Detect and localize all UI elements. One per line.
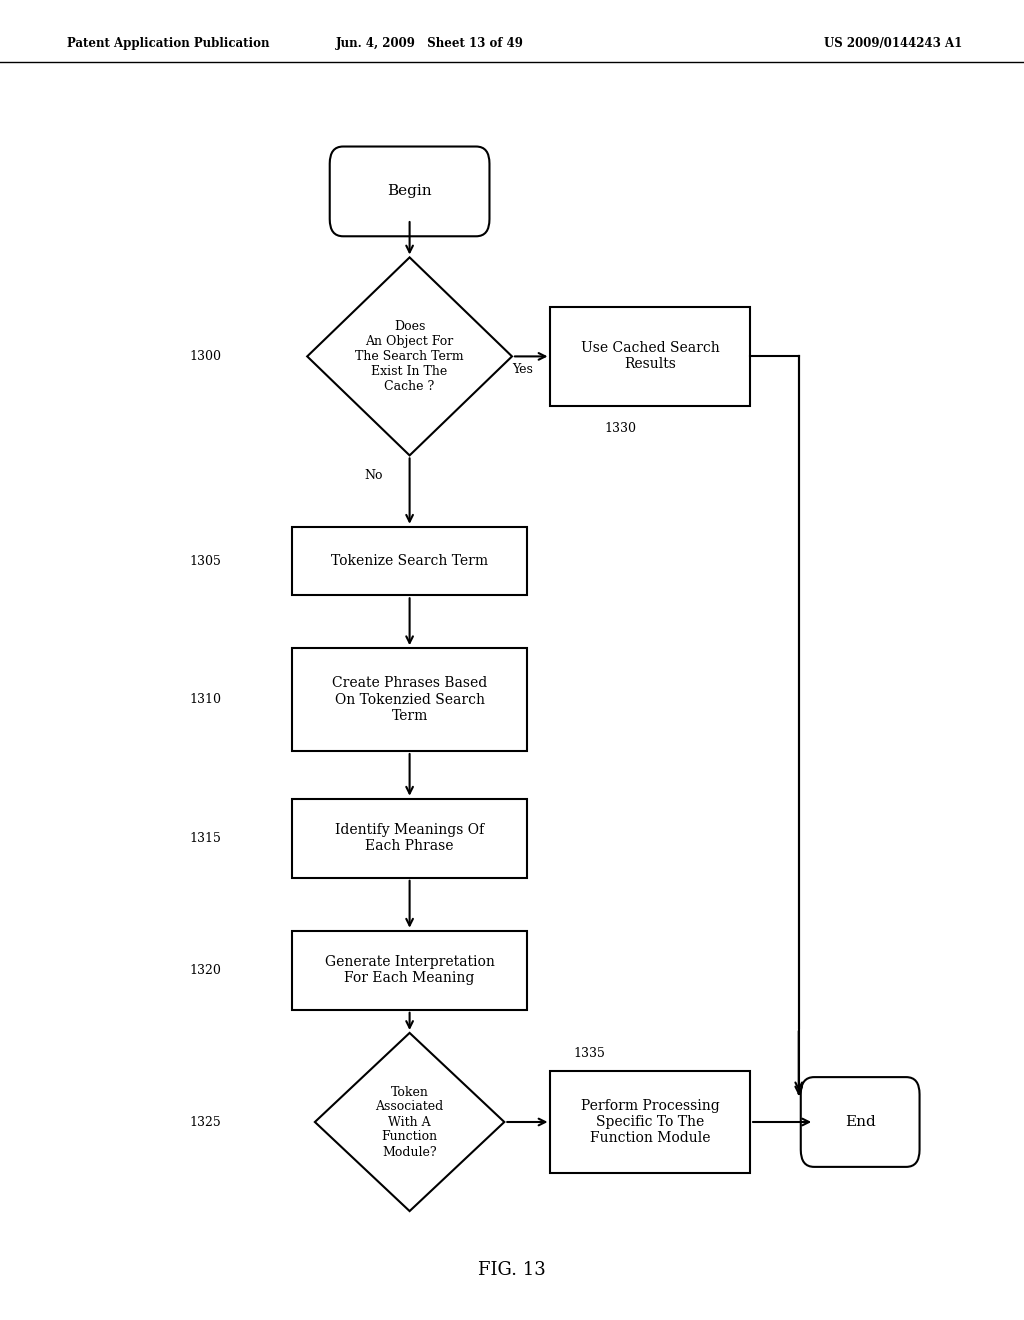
Text: Generate Interpretation
For Each Meaning: Generate Interpretation For Each Meaning: [325, 956, 495, 985]
Bar: [292, 527, 527, 595]
Text: Jun. 4, 2009   Sheet 13 of 49: Jun. 4, 2009 Sheet 13 of 49: [336, 37, 524, 50]
Bar: [551, 1071, 750, 1173]
Text: Create Phrases Based
On Tokenzied Search
Term: Create Phrases Based On Tokenzied Search…: [332, 676, 487, 723]
Text: 1315: 1315: [189, 832, 221, 845]
Text: 1330: 1330: [604, 422, 636, 436]
Text: US 2009/0144243 A1: US 2009/0144243 A1: [824, 37, 963, 50]
Text: FIG. 13: FIG. 13: [478, 1261, 546, 1279]
Text: Begin: Begin: [387, 185, 432, 198]
Text: Perform Processing
Specific To The
Function Module: Perform Processing Specific To The Funct…: [581, 1098, 720, 1146]
Text: No: No: [365, 469, 383, 482]
Polygon shape: [307, 257, 512, 455]
Text: End: End: [845, 1115, 876, 1129]
Text: Token
Associated
With A
Function
Module?: Token Associated With A Function Module?: [376, 1085, 443, 1159]
Text: 1310: 1310: [189, 693, 221, 706]
Text: 1320: 1320: [189, 964, 221, 977]
Bar: [551, 308, 750, 407]
Text: 1335: 1335: [573, 1047, 605, 1060]
Bar: [292, 799, 527, 878]
Bar: [292, 931, 527, 1010]
Text: Does
An Object For
The Search Term
Exist In The
Cache ?: Does An Object For The Search Term Exist…: [355, 319, 464, 393]
Text: 1305: 1305: [189, 554, 221, 568]
Polygon shape: [315, 1032, 505, 1212]
Text: Patent Application Publication: Patent Application Publication: [67, 37, 269, 50]
Text: 1325: 1325: [189, 1115, 221, 1129]
Text: Tokenize Search Term: Tokenize Search Term: [331, 554, 488, 568]
Text: Use Cached Search
Results: Use Cached Search Results: [581, 342, 720, 371]
Text: Yes: Yes: [512, 363, 532, 376]
Text: Identify Meanings Of
Each Phrase: Identify Meanings Of Each Phrase: [335, 824, 484, 853]
FancyBboxPatch shape: [801, 1077, 920, 1167]
FancyBboxPatch shape: [330, 147, 489, 236]
Bar: [292, 648, 527, 751]
Text: 1300: 1300: [189, 350, 221, 363]
